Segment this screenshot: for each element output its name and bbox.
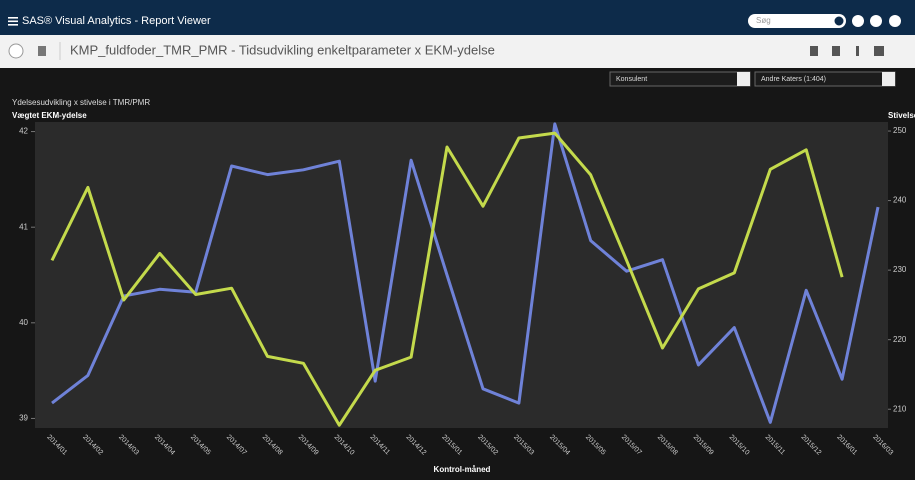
y-tick-label: 39: [19, 414, 28, 423]
y2-tick-label: 230: [893, 265, 907, 274]
dropdown-arrow[interactable]: [882, 72, 895, 86]
filter-label: Andre Katers (1:404): [761, 76, 826, 83]
notifications-icon[interactable]: [852, 15, 864, 27]
comments-icon[interactable]: [874, 46, 884, 56]
report-toolbar: [0, 35, 915, 68]
layout-icon[interactable]: [832, 46, 840, 56]
line-series: [50, 131, 844, 427]
search-placeholder: Søg: [756, 16, 771, 25]
y2-axis-label: Stivelse: [888, 111, 915, 120]
user-icon[interactable]: [889, 15, 901, 27]
y-tick-label: 41: [19, 222, 28, 231]
filter-label: Konsulent: [616, 76, 647, 83]
app-title: SAS® Visual Analytics - Report Viewer: [22, 15, 211, 27]
menu-icon[interactable]: [8, 17, 18, 26]
more-icon[interactable]: [856, 46, 859, 56]
y-tick-label: 42: [19, 127, 28, 136]
search-icon[interactable]: [833, 15, 845, 27]
plot-area: [35, 122, 888, 428]
y-axis-label: Vægtet EKM-ydelse: [12, 111, 87, 120]
filter-icon[interactable]: [810, 46, 818, 56]
report-title: KMP_fuldfoder_TMR_PMR - Tidsudvikling en…: [70, 42, 495, 57]
search-box[interactable]: [748, 14, 846, 28]
help-icon[interactable]: [870, 15, 882, 27]
chart-title: Ydelsesudvikling x stivelse i TMR/PMR: [12, 98, 150, 107]
y2-tick-label: 220: [893, 335, 907, 344]
y-tick-label: 40: [19, 318, 28, 327]
report-icon: [38, 46, 46, 56]
y2-tick-label: 240: [893, 196, 907, 205]
y2-tick-label: 250: [893, 126, 907, 135]
y2-tick-label: 210: [893, 404, 907, 413]
back-button[interactable]: [8, 43, 24, 59]
x-axis-label: Kontrol-måned: [434, 465, 491, 474]
line-series: [51, 122, 880, 424]
dropdown-arrow[interactable]: [737, 72, 750, 86]
